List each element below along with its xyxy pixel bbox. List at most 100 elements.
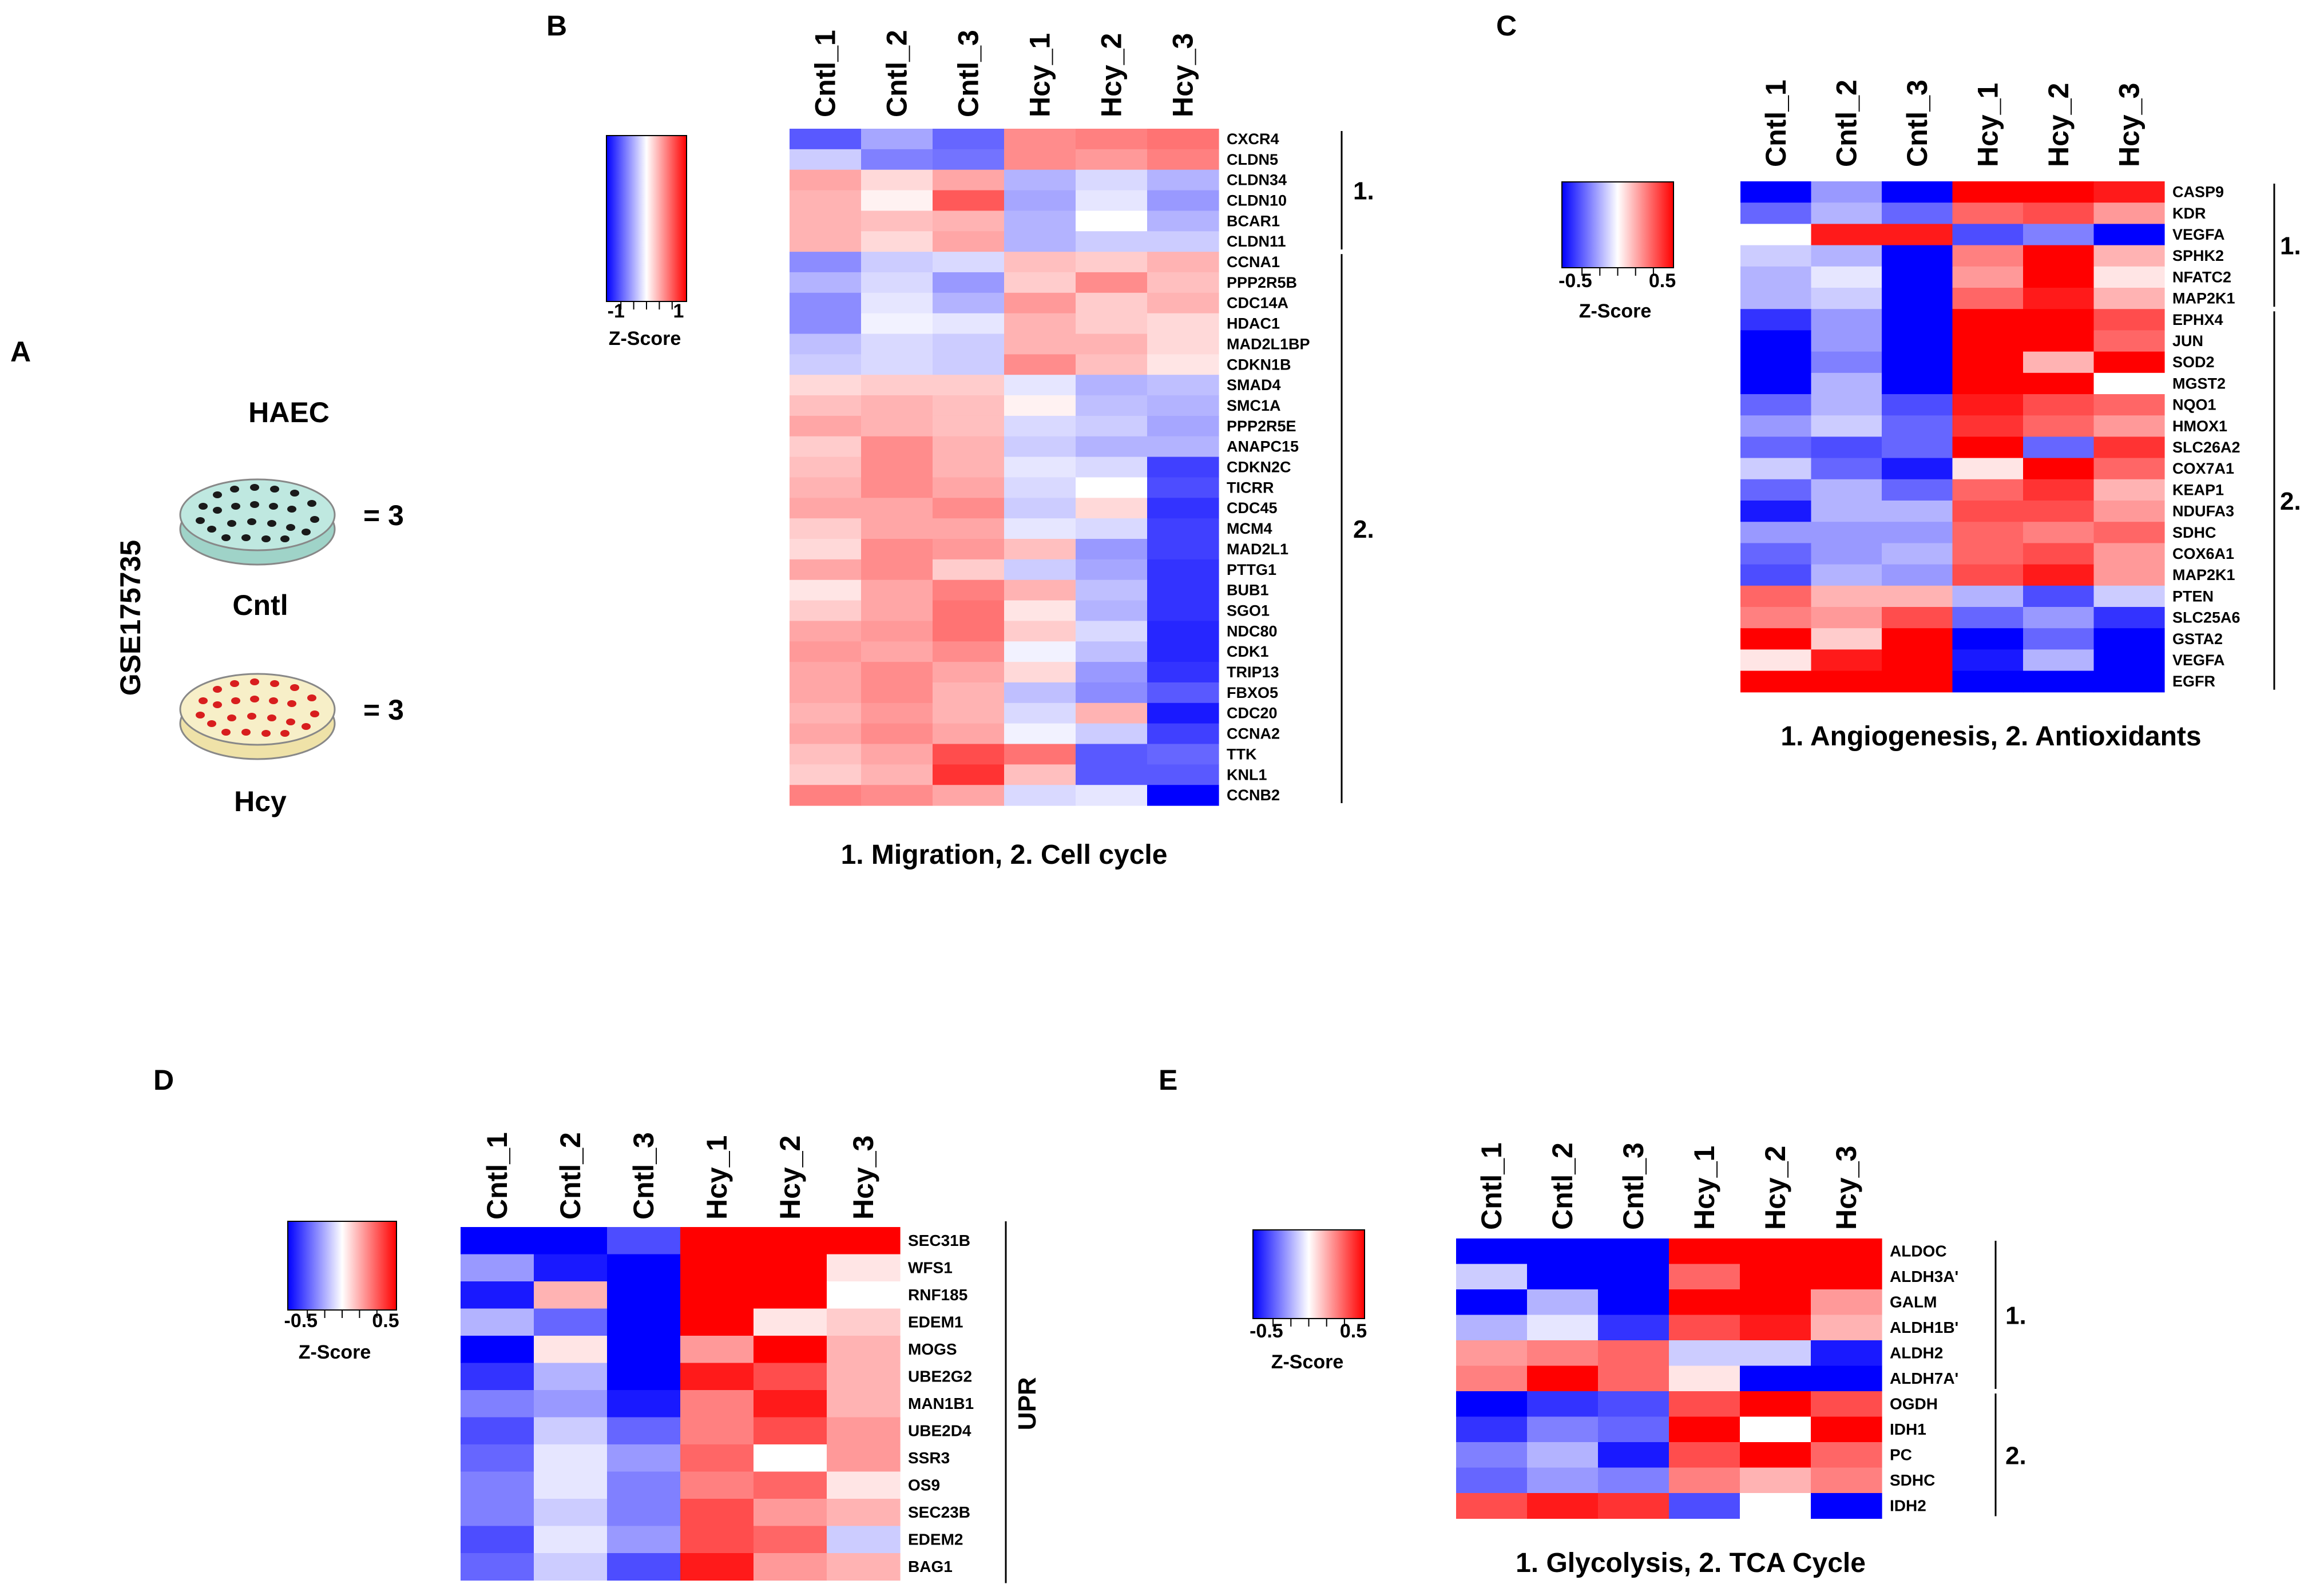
heatmap-cell bbox=[1147, 149, 1219, 170]
heatmap-cell bbox=[790, 375, 862, 396]
row-label: TTK bbox=[1227, 745, 1257, 763]
heatmap-cell bbox=[1882, 203, 1953, 224]
heatmap-cell bbox=[1882, 564, 1953, 586]
heatmap-cell bbox=[1882, 266, 1953, 288]
row-label: CCNA2 bbox=[1227, 725, 1280, 743]
panel-letter: E bbox=[1159, 1064, 1177, 1096]
heatmap-cell bbox=[2023, 394, 2095, 416]
row-label: ALDOC bbox=[1890, 1242, 1947, 1260]
heatmap-cell bbox=[1456, 1442, 1528, 1468]
heatmap-cell bbox=[1882, 351, 1953, 374]
row-label: SEC23B bbox=[908, 1503, 970, 1521]
heatmap-cell bbox=[827, 1254, 901, 1282]
heatmap-cell bbox=[461, 1417, 534, 1445]
heatmap-cell bbox=[1456, 1416, 1528, 1443]
row-label: SDHC bbox=[1890, 1471, 1935, 1489]
heatmap-cell bbox=[827, 1471, 901, 1499]
heatmap-cell bbox=[2023, 436, 2095, 459]
heatmap-cell bbox=[790, 579, 862, 601]
heatmap-cell bbox=[2093, 245, 2165, 267]
heatmap-cell bbox=[1740, 436, 1812, 459]
plate-dot bbox=[230, 486, 239, 493]
heatmap-cell bbox=[1811, 1238, 1882, 1265]
panel-caption: 1. Angiogenesis, 2. Antioxidants bbox=[1780, 721, 2201, 752]
column-label: Cntl_2 bbox=[881, 30, 913, 117]
plate-dot bbox=[267, 520, 276, 527]
heatmap-cell bbox=[790, 252, 862, 273]
heatmap-cell bbox=[861, 477, 933, 498]
heatmap-cell bbox=[1527, 1289, 1599, 1316]
plate-dot bbox=[207, 526, 216, 533]
group-label: 2. bbox=[2280, 487, 2301, 515]
heatmap-cell bbox=[933, 559, 1005, 581]
heatmap-cell bbox=[1076, 375, 1148, 396]
heatmap-cell bbox=[933, 702, 1005, 724]
heatmap-cell bbox=[861, 354, 933, 375]
heatmap-cell bbox=[827, 1308, 901, 1336]
heatmap-cell bbox=[1882, 288, 1953, 309]
heatmap-cell bbox=[1811, 649, 1882, 672]
heatmap-cell bbox=[1740, 1442, 1811, 1468]
column-label: Hcy_2 bbox=[1096, 33, 1128, 117]
heatmap-cell bbox=[2023, 203, 2095, 224]
heatmap-cell bbox=[1076, 477, 1148, 498]
heatmap-cell bbox=[1076, 518, 1148, 539]
heatmap-cell bbox=[1004, 395, 1076, 416]
heatmap-cell bbox=[1076, 149, 1148, 170]
legend-min-label: -0.5 bbox=[1250, 1320, 1283, 1342]
heatmap-cell bbox=[1004, 129, 1076, 150]
heatmap-cell bbox=[1076, 231, 1148, 252]
heatmap-cell bbox=[790, 231, 862, 252]
heatmap-cell bbox=[607, 1281, 681, 1309]
plate-dot bbox=[250, 484, 259, 491]
heatmap-cell bbox=[1147, 785, 1219, 806]
heatmap-cell bbox=[1740, 203, 1812, 224]
plate-dot bbox=[302, 529, 311, 535]
row-label: ALDH2 bbox=[1890, 1344, 1943, 1361]
heatmap-cell bbox=[534, 1471, 608, 1499]
heatmap-cell bbox=[861, 395, 933, 416]
row-label: MAD2L1 bbox=[1227, 541, 1288, 558]
heatmap-cell bbox=[1952, 394, 2024, 416]
heatmap-cell bbox=[1811, 585, 1882, 608]
heatmap-cell bbox=[754, 1308, 827, 1336]
column-label: Cntl_2 bbox=[1546, 1142, 1579, 1230]
heatmap-cell bbox=[1456, 1238, 1528, 1265]
plate-dot bbox=[241, 534, 251, 541]
heatmap-cell bbox=[1004, 231, 1076, 252]
heatmap-cell bbox=[1076, 252, 1148, 273]
heatmap-cell bbox=[754, 1444, 827, 1472]
heatmap-cell bbox=[1076, 354, 1148, 375]
heatmap-cell bbox=[1527, 1442, 1599, 1468]
heatmap-cell bbox=[933, 456, 1005, 478]
row-label: ALDH7A' bbox=[1890, 1369, 1958, 1387]
heatmap-cell bbox=[1740, 351, 1812, 374]
plate-dot bbox=[230, 680, 239, 687]
heatmap-cell bbox=[933, 498, 1005, 519]
heatmap-cell bbox=[861, 702, 933, 724]
heatmap-cell bbox=[1882, 458, 1953, 480]
heatmap-cell bbox=[1882, 479, 1953, 501]
group-label: 1. bbox=[2280, 232, 2301, 260]
heatmap-cell bbox=[1952, 479, 2024, 501]
legend-min-label: -1 bbox=[608, 300, 625, 322]
heatmap-cell bbox=[861, 169, 933, 191]
legend-min-label: -0.5 bbox=[284, 1310, 318, 1332]
row-label: CLDN11 bbox=[1227, 233, 1286, 250]
legend-min-label: -0.5 bbox=[1558, 270, 1592, 292]
heatmap-cell bbox=[1147, 744, 1219, 765]
row-label: IDH2 bbox=[1890, 1496, 1926, 1514]
heatmap-cell bbox=[933, 252, 1005, 273]
plate-dot bbox=[286, 718, 295, 725]
heatmap-cell bbox=[754, 1254, 827, 1282]
heatmap-cell bbox=[827, 1227, 901, 1255]
row-label: CCNB2 bbox=[1227, 787, 1280, 804]
heatmap-cell bbox=[933, 764, 1005, 785]
row-label: SSR3 bbox=[908, 1449, 950, 1467]
heatmap-cell bbox=[790, 723, 862, 745]
row-label: MCM4 bbox=[1227, 520, 1272, 537]
heatmap-cell bbox=[1004, 723, 1076, 745]
plate-dot bbox=[290, 490, 299, 497]
plate-dot bbox=[199, 697, 208, 704]
heatmap-cell bbox=[1811, 1365, 1882, 1392]
